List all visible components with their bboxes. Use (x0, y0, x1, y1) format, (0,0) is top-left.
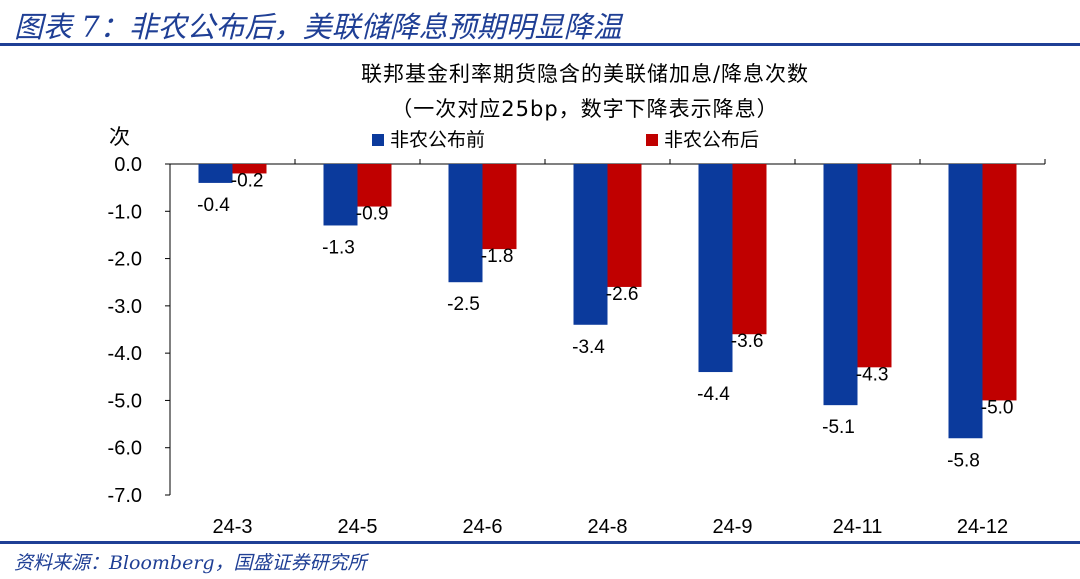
bar-chart: 联邦基金利率期货隐含的美联储加息/降息次数 （一次对应25bp，数字下降表示降息… (108, 62, 1046, 538)
data-label: -2.6 (606, 284, 639, 305)
bar-before (823, 164, 858, 406)
bar-before (198, 164, 233, 183)
figure-title: 图表 7：非农公布后，美联储降息预期明显降温 (14, 10, 622, 44)
data-label: -2.5 (447, 294, 480, 315)
bar-before (948, 164, 983, 439)
bar-after (232, 164, 267, 174)
data-label: -4.4 (697, 384, 730, 405)
x-tick-label: 24-3 (212, 516, 252, 538)
y-axis-label: 次 (109, 125, 131, 149)
plot-area: 0.0 -1.0 -2.0 -3.0 -4.0 -5.0 -6.0 -7.0 -0.4-0.2 2… (108, 154, 1046, 538)
x-tick-label: 24-11 (833, 516, 883, 538)
x-tick-label: 24-5 (337, 516, 377, 538)
data-label: -5.0 (981, 397, 1014, 418)
legend: 非农公布前 非农公布后 (372, 129, 759, 151)
y-tick-label: -2.0 (108, 249, 142, 271)
source-rule (0, 541, 1080, 544)
bar-after (357, 164, 392, 207)
bar-after (857, 164, 892, 368)
bar-after (482, 164, 517, 250)
data-label: -1.3 (322, 237, 355, 258)
y-tick-label: -4.0 (108, 343, 142, 365)
bar-after (982, 164, 1017, 401)
bar-before (448, 164, 483, 283)
legend-label: 非农公布后 (664, 129, 759, 151)
bar-before (698, 164, 733, 373)
bar-after (732, 164, 767, 335)
data-label: -0.2 (231, 170, 264, 191)
x-tick-label: 24-8 (587, 516, 627, 538)
x-tick-label: 24-9 (712, 516, 752, 538)
source-note: 资料来源：Bloomberg，国盛证券研究所 (14, 552, 367, 574)
data-label: -3.6 (731, 331, 764, 352)
data-label: -3.4 (572, 337, 605, 358)
data-label: -1.8 (481, 246, 514, 267)
y-tick-label: 0.0 (114, 154, 142, 176)
y-tick-label: -6.0 (108, 438, 142, 460)
legend-swatch (372, 134, 384, 146)
chart-title: 联邦基金利率期货隐含的美联储加息/降息次数 (361, 62, 809, 86)
legend-swatch (646, 134, 658, 146)
data-label: -4.3 (856, 364, 889, 385)
y-tick-label: -1.0 (108, 201, 142, 223)
x-tick-label: 24-12 (957, 516, 1008, 538)
title-rule (0, 43, 1080, 46)
legend-label: 非农公布前 (390, 129, 485, 151)
y-tick-label: -3.0 (108, 296, 142, 318)
chart-subtitle: （一次对应25bp，数字下降表示降息） (391, 97, 778, 121)
bar-before (573, 164, 608, 325)
data-label: -0.9 (356, 204, 389, 225)
y-tick-label: -7.0 (108, 485, 142, 507)
y-tick-label: -5.0 (108, 390, 142, 412)
x-tick-label: 24-6 (462, 516, 502, 538)
data-label: -5.8 (947, 450, 980, 471)
bar-before (323, 164, 358, 226)
bar-after (607, 164, 642, 287)
data-label: -0.4 (197, 195, 230, 216)
data-label: -5.1 (822, 417, 855, 438)
